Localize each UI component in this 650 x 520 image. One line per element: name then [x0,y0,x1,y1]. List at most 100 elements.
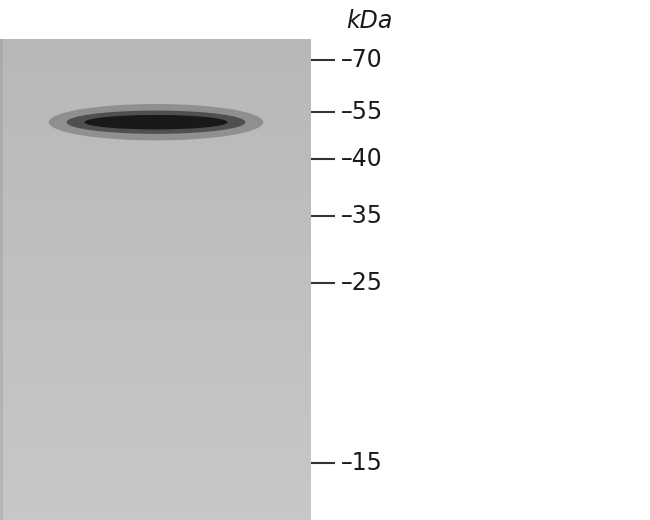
Bar [0,324,3,326]
Bar [0,387,3,388]
Bar [0,141,3,143]
Bar [0,79,311,81]
Bar [0,248,3,249]
Bar [0,154,3,156]
Bar [0,135,3,137]
Bar [0,39,311,41]
Bar [0,517,311,518]
Bar [0,292,311,294]
Bar [0,161,3,162]
Bar [0,236,311,238]
Bar [0,77,3,79]
Bar [0,371,3,372]
Bar [0,159,311,161]
Bar [0,150,3,151]
Bar [0,470,3,472]
Bar [0,97,3,98]
Bar [0,154,311,156]
Bar [0,304,311,305]
Bar [0,458,3,459]
Bar [0,425,311,427]
Bar [0,148,311,150]
Bar [0,180,311,181]
Bar [0,145,311,147]
Bar [0,138,311,140]
Bar [0,374,311,375]
Bar [0,188,3,190]
Bar [0,339,3,341]
Bar [0,350,3,352]
Bar [0,419,3,421]
Bar [0,194,311,196]
Text: –35: –35 [341,204,383,228]
Bar [0,347,3,348]
Bar [0,119,311,121]
Bar [0,134,311,135]
Bar [0,305,3,307]
Bar [0,301,3,302]
Bar [0,255,311,257]
Bar [0,270,311,271]
Bar [0,416,3,418]
Bar [0,39,3,41]
Bar [0,42,311,44]
Bar [0,298,3,301]
Bar [0,357,311,358]
Bar [0,499,3,501]
Bar [0,110,311,111]
Bar [0,467,3,469]
Bar [0,486,3,488]
Bar [0,48,3,50]
Bar [0,167,3,169]
Bar [0,228,3,230]
Bar [0,217,3,218]
Bar [0,77,311,79]
Bar [0,66,311,68]
Bar [0,515,311,517]
Bar [0,353,311,355]
Bar [0,156,3,158]
Bar [0,220,3,222]
Bar [0,198,3,199]
Bar [0,498,3,499]
Bar [0,390,3,392]
Bar [0,87,311,89]
Bar [0,47,311,48]
Bar [0,55,3,57]
Bar [0,124,3,126]
Bar [0,169,3,171]
Bar [0,114,3,116]
Bar [0,289,311,291]
Bar [0,366,3,368]
Bar [0,79,3,81]
Bar [0,286,3,288]
Bar [0,218,3,220]
Bar [0,270,3,271]
Bar [0,335,3,337]
Bar [0,181,311,184]
Bar [0,454,3,456]
Bar [0,150,311,151]
Bar [0,111,311,113]
Bar [0,122,3,124]
Bar [0,105,3,107]
Bar [0,70,3,71]
Bar [0,345,311,347]
Bar [0,495,3,496]
Bar [0,465,311,467]
Bar [0,371,311,372]
Bar [0,268,3,270]
Bar [0,395,311,397]
Bar [0,95,3,97]
Bar [0,214,311,215]
Bar [0,401,311,403]
Bar [0,316,311,318]
Bar [0,225,3,227]
Bar [0,98,311,100]
Bar [0,397,311,398]
Bar [0,414,3,416]
Bar [0,284,311,286]
Bar [0,459,3,461]
Bar [0,493,311,495]
Bar [0,131,311,132]
